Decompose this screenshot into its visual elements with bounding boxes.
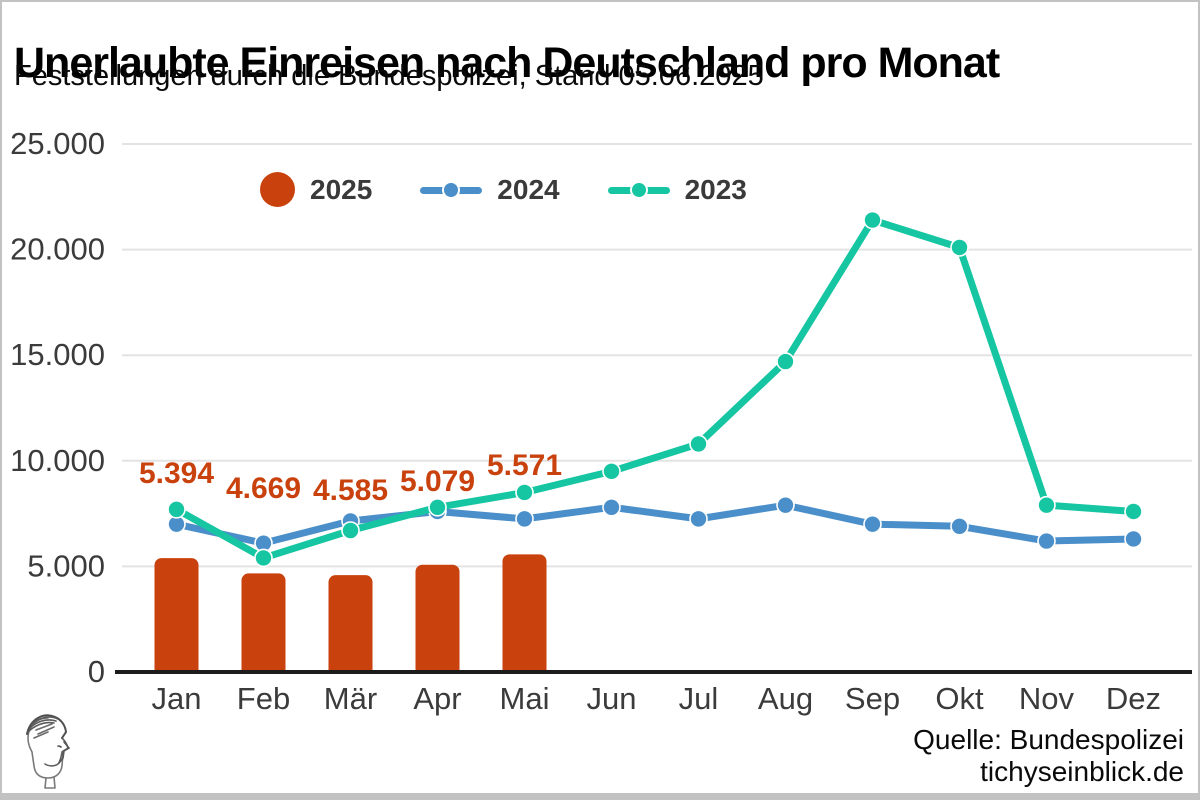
y-tick-label: 20.000 [10,232,105,267]
data-point-2023 [341,521,360,540]
data-point-2023 [1037,495,1056,515]
legend-item-2023: 2023 [607,173,747,206]
source-line-1: Quelle: Bundespolizei [913,723,1184,755]
x-tick-label: Jul [679,681,719,716]
bar-2025 [502,554,547,673]
legend-line-marker-2023 [607,180,670,199]
x-tick-label: Jan [152,681,202,716]
bar-value-label: 5.079 [400,465,475,498]
x-tick-label: Sep [845,681,900,716]
data-point-2024 [1037,531,1056,551]
line-2024 [173,501,1137,547]
data-point-2023 [515,483,534,502]
bar-value-label: 5.571 [487,449,562,482]
bar-2025 [241,573,286,673]
legend-label-2023: 2023 [684,173,747,205]
x-tick-label: Mär [324,681,377,716]
bar-value-label: 4.585 [313,474,388,507]
x-tick-label: Dez [1106,681,1161,716]
x-tick-label: Mai [500,681,550,716]
data-point-2023 [602,462,621,481]
data-point-2024 [689,509,708,529]
y-tick-label: 25.000 [10,126,105,161]
data-point-2023 [863,210,882,230]
data-point-2024 [776,495,795,515]
y-tick-label: 5.000 [27,548,105,583]
x-tick-label: Nov [1019,681,1075,716]
tichys-einblick-logo [26,714,71,789]
y-tick-label: 15.000 [10,337,105,372]
data-point-2023 [1124,502,1143,521]
data-point-2024 [602,497,621,517]
data-point-2023 [167,500,186,519]
bar-2025 [328,575,373,673]
legend-label-2025: 2025 [310,173,373,205]
chart-title: Unerlaubte Einreisen nach Deutschland pr… [14,38,1000,87]
legend-item-2024: 2024 [420,173,560,206]
bar-value-label: 4.669 [226,472,301,505]
x-tick-label: Feb [237,681,290,716]
legend-dot-2024 [442,180,461,199]
data-point-2024 [950,516,969,536]
data-point-2023 [950,238,969,257]
bar-value-label: 5.394 [139,457,214,490]
data-point-2024 [863,514,882,534]
data-point-2023 [254,548,273,568]
chart-legend: 2025 2024 2023 [260,172,747,207]
source-attribution: Quelle: Bundespolizei tichyseinblick.de [913,724,1184,788]
bar-2025 [154,558,199,673]
chart-subtitle: Feststellungen durch die Bundespolizei, … [14,60,764,92]
y-tick-label: 0 [88,654,105,689]
legend-item-2025: 2025 [260,172,372,207]
y-tick-label: 10.000 [10,443,105,478]
x-tick-label: Okt [935,681,984,716]
legend-circle-marker-2025 [260,172,295,207]
data-point-2023 [776,352,795,371]
data-point-2023 [689,434,708,454]
data-point-2023 [428,497,447,517]
legend-line-marker-2024 [420,180,483,199]
x-tick-label: Jun [587,681,637,716]
x-tick-label: Apr [413,681,461,716]
legend-dot-2023 [629,180,648,199]
source-line-2: tichyseinblick.de [980,755,1184,787]
bar-2025 [415,564,460,673]
data-point-2024 [1124,529,1143,549]
x-tick-label: Aug [758,681,813,716]
legend-label-2024: 2024 [497,173,560,205]
line-2023 [173,216,1137,562]
data-point-2024 [515,509,534,529]
